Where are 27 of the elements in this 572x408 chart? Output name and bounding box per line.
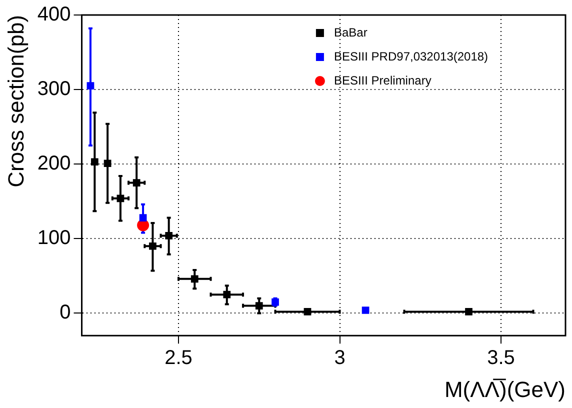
x-tick-label: 2.5 bbox=[164, 347, 192, 370]
legend-label: BaBar bbox=[334, 25, 368, 40]
y-axis-title: Cross section(pb) bbox=[3, 15, 28, 188]
point bbox=[104, 160, 112, 168]
point bbox=[149, 242, 156, 250]
x-tick-label: 3 bbox=[334, 347, 346, 370]
y-tick-label: 200 bbox=[37, 152, 71, 175]
point bbox=[132, 179, 140, 186]
point bbox=[165, 232, 173, 240]
y-tick-label: 100 bbox=[37, 227, 71, 250]
point bbox=[362, 306, 370, 314]
point bbox=[90, 158, 98, 166]
legend-label: BESIII PRD97,032013(2018) bbox=[334, 49, 488, 64]
y-tick-label: 0 bbox=[60, 302, 71, 324]
point bbox=[190, 275, 198, 283]
x-tick-label: 3.5 bbox=[487, 347, 515, 370]
x-axis-title: M(ΛΛ̅)(GeV) bbox=[444, 376, 566, 402]
legend-label: BESIII Preliminary bbox=[334, 73, 432, 88]
point bbox=[116, 194, 124, 202]
point bbox=[139, 214, 147, 222]
y-tick-label: 400 bbox=[37, 4, 71, 26]
point bbox=[304, 308, 312, 316]
y-tick-label: 300 bbox=[37, 78, 71, 100]
point bbox=[255, 302, 263, 310]
point bbox=[86, 82, 94, 90]
point bbox=[465, 308, 472, 316]
point bbox=[223, 290, 231, 298]
